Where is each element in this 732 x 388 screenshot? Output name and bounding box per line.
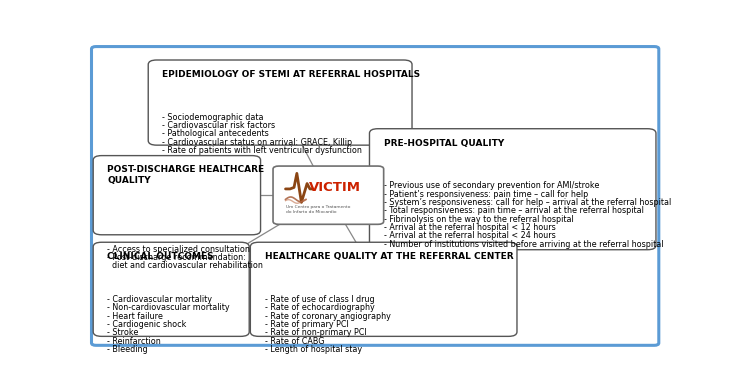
FancyBboxPatch shape [92, 47, 659, 345]
Text: - Patient’s responsiveness: pain time – call for help: - Patient’s responsiveness: pain time – … [384, 190, 588, 199]
Text: - Cardiovascular mortality: - Cardiovascular mortality [108, 295, 212, 304]
Text: - Access to specialized consultation: - Access to specialized consultation [108, 244, 250, 254]
Text: - Rate of primary PCI: - Rate of primary PCI [264, 320, 348, 329]
FancyBboxPatch shape [370, 129, 656, 250]
Text: - Rate of patients with left ventricular dysfunction: - Rate of patients with left ventricular… [163, 146, 362, 155]
Text: CLINICAL OUTCOMES: CLINICAL OUTCOMES [108, 252, 214, 261]
Text: diet and cardiovascular rehabilitation: diet and cardiovascular rehabilitation [108, 261, 264, 270]
Text: - Bleeding: - Bleeding [108, 345, 148, 354]
FancyBboxPatch shape [148, 60, 412, 145]
Text: - Rate of use of class I drug: - Rate of use of class I drug [264, 295, 374, 304]
Text: PRE-HOSPITAL QUALITY: PRE-HOSPITAL QUALITY [384, 139, 504, 147]
Text: - Sociodemographic data: - Sociodemographic data [163, 113, 264, 121]
Text: - Non-cardiovascular mortality: - Non-cardiovascular mortality [108, 303, 230, 312]
Text: - Number of institutions visited before arriving at the referral hospital: - Number of institutions visited before … [384, 240, 663, 249]
Text: - Cardiovascular status on arrival: GRACE, Killip: - Cardiovascular status on arrival: GRAC… [163, 138, 353, 147]
Text: - Arrival at the referral hospital < 12 hours: - Arrival at the referral hospital < 12 … [384, 223, 556, 232]
Text: EPIDEMIOLOGY OF STEMI AT REFERRAL HOSPITALS: EPIDEMIOLOGY OF STEMI AT REFERRAL HOSPIT… [163, 70, 421, 79]
Text: - Length of hospital stay: - Length of hospital stay [264, 345, 362, 354]
Text: Um Centro para o Tratamento
do Infarto do Miocardio: Um Centro para o Tratamento do Infarto d… [285, 205, 350, 214]
FancyBboxPatch shape [250, 242, 517, 336]
Text: - Stroke: - Stroke [108, 328, 139, 337]
Text: - Pathological antecedents: - Pathological antecedents [163, 129, 269, 138]
Text: - Cardiogenic shock: - Cardiogenic shock [108, 320, 187, 329]
Text: - Post-discharge recommendation:: - Post-discharge recommendation: [108, 253, 246, 262]
Text: HEALTHCARE QUALITY AT THE REFERRAL CENTER: HEALTHCARE QUALITY AT THE REFERRAL CENTE… [264, 252, 513, 261]
Text: - Rate of CABG: - Rate of CABG [264, 337, 324, 346]
Text: - Heart failure: - Heart failure [108, 312, 163, 320]
Text: - System’s responsiveness: call for help – arrival at the referral hospital: - System’s responsiveness: call for help… [384, 198, 671, 207]
Text: - Fibrinolysis on the way to the referral hospital: - Fibrinolysis on the way to the referra… [384, 215, 573, 224]
Text: - Previous use of secondary prevention for AMI/stroke: - Previous use of secondary prevention f… [384, 181, 599, 190]
FancyBboxPatch shape [93, 242, 249, 336]
Text: VICTIM: VICTIM [309, 181, 361, 194]
Text: - Rate of echocardiography: - Rate of echocardiography [264, 303, 374, 312]
Text: - Arrival at the referral hospital < 24 hours: - Arrival at the referral hospital < 24 … [384, 232, 556, 241]
Text: - Total responsiveness: pain time – arrival at the referral hospital: - Total responsiveness: pain time – arri… [384, 206, 643, 215]
Text: - Reinfarction: - Reinfarction [108, 337, 161, 346]
Text: - Rate of coronary angiography: - Rate of coronary angiography [264, 312, 390, 320]
FancyBboxPatch shape [93, 156, 261, 235]
Text: - Rate of non-primary PCI: - Rate of non-primary PCI [264, 328, 366, 337]
FancyBboxPatch shape [273, 166, 384, 224]
Text: POST-DISCHARGE HEALTHCARE
QUALITY: POST-DISCHARGE HEALTHCARE QUALITY [108, 165, 264, 185]
Text: - Cardiovascular risk factors: - Cardiovascular risk factors [163, 121, 275, 130]
